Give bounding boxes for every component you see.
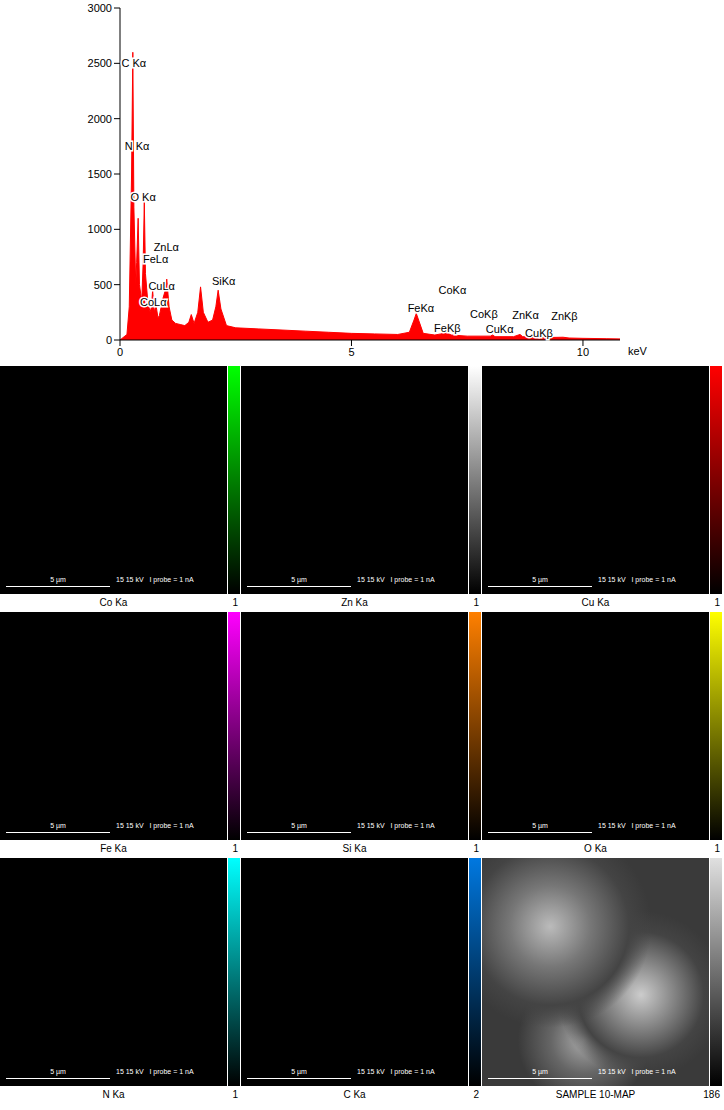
html-text:C Ka: C Ka xyxy=(343,1089,366,1100)
html-text:1: 1 xyxy=(473,597,479,608)
html-text:15 15 kV I probe = 1 nA: 15 15 kV I probe = 1 nA xyxy=(116,576,194,583)
svg-text:SiKα: SiKα xyxy=(212,275,236,287)
svg-text:CoKβ: CoKβ xyxy=(470,308,498,320)
html-text:SAMPLE 10-MAP: SAMPLE 10-MAP xyxy=(555,1089,636,1100)
html-text:15 15 kV I probe = 1 nA: 15 15 kV I probe = 1 nA xyxy=(598,576,676,583)
svg-text:CuKα: CuKα xyxy=(486,323,514,335)
svg-text:FeLα: FeLα xyxy=(143,253,169,265)
html-text:Zn Ka: Zn Ka xyxy=(341,597,368,608)
html-text:15 15 kV I probe = 1 nA: 15 15 kV I probe = 1 nA xyxy=(357,1068,435,1075)
html-text:Si Ka: Si Ka xyxy=(342,843,367,854)
svg-text:CoLα: CoLα xyxy=(140,296,167,308)
svg-text:O Kα: O Kα xyxy=(130,191,156,203)
html-text:15 15 kV I probe = 1 nA: 15 15 kV I probe = 1 nA xyxy=(116,1068,194,1075)
svg-text:FeKβ: FeKβ xyxy=(434,322,461,334)
html-text:15 15 kV I probe = 1 nA: 15 15 kV I probe = 1 nA xyxy=(598,822,676,829)
svg-text:keV: keV xyxy=(628,345,648,357)
svg-text:5: 5 xyxy=(348,346,354,358)
html-text:2: 2 xyxy=(473,1089,479,1100)
html-text:5 µm: 5 µm xyxy=(532,576,548,583)
html-text:1: 1 xyxy=(232,597,238,608)
html-text:Fe Ka: Fe Ka xyxy=(100,843,127,854)
html-text:5 µm: 5 µm xyxy=(532,822,548,829)
svg-text:0: 0 xyxy=(106,334,112,346)
html-text:15 15 kV I probe = 1 nA: 15 15 kV I probe = 1 nA xyxy=(357,576,435,583)
html-text:5 µm: 5 µm xyxy=(532,1068,548,1075)
html-text:N Ka: N Ka xyxy=(102,1089,125,1100)
html-text:1: 1 xyxy=(473,843,479,854)
svg-text:1000: 1000 xyxy=(88,223,112,235)
html-text:1: 1 xyxy=(714,843,720,854)
html-text:1: 1 xyxy=(714,597,720,608)
html-text:15 15 kV I probe = 1 nA: 15 15 kV I probe = 1 nA xyxy=(116,822,194,829)
svg-text:500: 500 xyxy=(94,279,112,291)
svg-text:CoKα: CoKα xyxy=(439,284,467,296)
html-text:186: 186 xyxy=(703,1089,720,1100)
svg-text:10: 10 xyxy=(577,346,589,358)
svg-text:0: 0 xyxy=(117,346,123,358)
html-text:Co Ka: Co Ka xyxy=(99,597,128,608)
svg-text:1500: 1500 xyxy=(88,168,112,180)
html-text:5 µm: 5 µm xyxy=(50,576,66,583)
html-text:5 µm: 5 µm xyxy=(291,576,307,583)
svg-text:3000: 3000 xyxy=(88,2,112,14)
html-text:1: 1 xyxy=(232,1089,238,1100)
svg-text:2000: 2000 xyxy=(88,113,112,125)
svg-text:FeKα: FeKα xyxy=(408,302,435,314)
svg-text:ZnKα: ZnKα xyxy=(512,309,539,321)
svg-text:CuKβ: CuKβ xyxy=(525,327,553,339)
svg-text:CuLα: CuLα xyxy=(148,280,175,292)
html-text:1: 1 xyxy=(232,843,238,854)
svg-text:ZnKβ: ZnKβ xyxy=(551,310,578,322)
html-text:5 µm: 5 µm xyxy=(50,822,66,829)
html-text:5 µm: 5 µm xyxy=(50,1068,66,1075)
svg-text:C Kα: C Kα xyxy=(122,57,147,69)
svg-text:ZnLα: ZnLα xyxy=(154,241,180,253)
html-text:O Ka: O Ka xyxy=(584,843,607,854)
html-text:5 µm: 5 µm xyxy=(291,1068,307,1075)
html-text:15 15 kV I probe = 1 nA: 15 15 kV I probe = 1 nA xyxy=(357,822,435,829)
html-text:15 15 kV I probe = 1 nA: 15 15 kV I probe = 1 nA xyxy=(598,1068,676,1075)
svg-text:N Kα: N Kα xyxy=(125,140,150,152)
html-text:5 µm: 5 µm xyxy=(291,822,307,829)
svg-text:2500: 2500 xyxy=(88,57,112,69)
html-text:Cu Ka: Cu Ka xyxy=(581,597,610,608)
